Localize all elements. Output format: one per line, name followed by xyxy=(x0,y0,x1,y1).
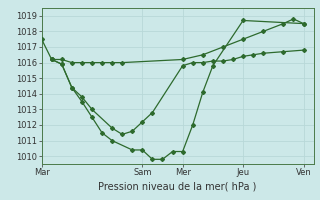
X-axis label: Pression niveau de la mer( hPa ): Pression niveau de la mer( hPa ) xyxy=(99,181,257,191)
